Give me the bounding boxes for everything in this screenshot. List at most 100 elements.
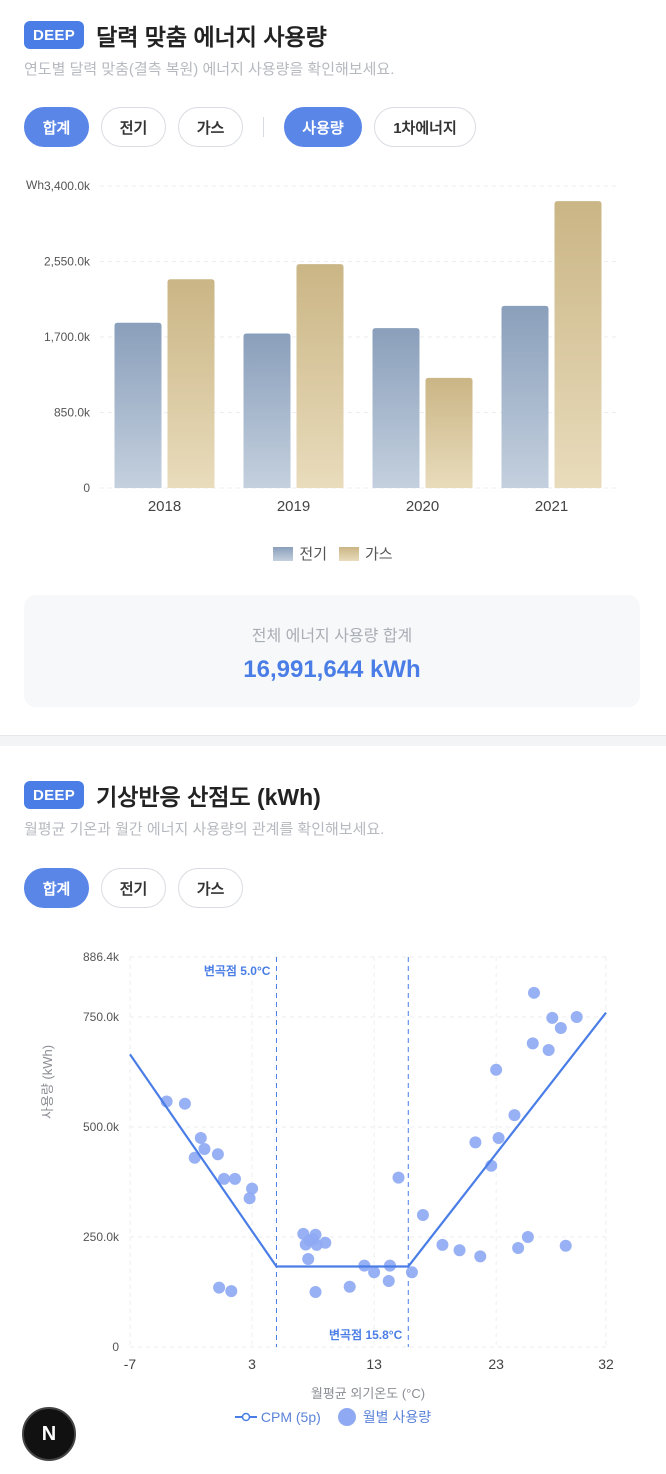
mode-usage-button[interactable]: 사용량: [284, 107, 362, 147]
breakpoint-label: 변곡점 15.8°C: [329, 1327, 403, 1342]
scatter-point[interactable]: [405, 1266, 418, 1279]
scatter-point[interactable]: [213, 1281, 226, 1294]
scatter-point[interactable]: [508, 1109, 521, 1122]
scatter-point[interactable]: [309, 1286, 322, 1299]
scatter-point[interactable]: [474, 1250, 487, 1263]
legend-electric-label: 전기: [299, 546, 327, 563]
scatter-y-tick-label: 500.0k: [83, 1120, 120, 1134]
scatter-point[interactable]: [198, 1143, 211, 1156]
gas-bar[interactable]: [554, 201, 602, 488]
monthly-dot-icon: [337, 1408, 356, 1426]
scatter-point[interactable]: [490, 1063, 503, 1076]
cpm-fit-line[interactable]: [129, 1011, 607, 1268]
electric-bar[interactable]: [501, 305, 549, 488]
scatter-point[interactable]: [392, 1171, 405, 1184]
bar-x-tick-label: 2018: [148, 498, 181, 515]
filter-electric-button[interactable]: 전기: [101, 107, 166, 147]
scatter-point[interactable]: [559, 1239, 572, 1252]
scatter-point[interactable]: [243, 1192, 256, 1205]
scatter-y-tick-label: 250.0k: [83, 1230, 120, 1244]
scatter-x-axis-label: 월평균 외기온도 (°C): [311, 1386, 425, 1401]
scatter-point[interactable]: [492, 1132, 505, 1145]
filter-gas-button[interactable]: 가스: [178, 107, 243, 147]
scatter-legend: CPM (5p) 월별 사용량: [0, 1407, 666, 1427]
legend-electric[interactable]: 전기: [273, 543, 327, 564]
scatter-point[interactable]: [512, 1242, 525, 1255]
filter-row: 합계 전기 가스: [24, 868, 255, 908]
total-label: 전체 에너지 사용량 합계: [251, 628, 413, 645]
scatter-point[interactable]: [302, 1253, 315, 1266]
mode-primary-energy-button[interactable]: 1차에너지: [374, 107, 476, 147]
filter-gas-button[interactable]: 가스: [178, 868, 243, 908]
section-header: DEEP 기상반응 산점도 (kWh): [24, 778, 321, 812]
filter-separator: [263, 117, 264, 137]
section-divider: [0, 735, 666, 736]
scatter-y-axis-label: 사용량 (kWh): [40, 1045, 55, 1119]
gas-bar[interactable]: [167, 279, 215, 488]
electric-swatch: [273, 546, 294, 561]
bar-y-axis-label: Wh: [26, 178, 44, 192]
bar-y-tick-label: 2,550.0k: [44, 255, 91, 269]
scatter-y-tick-label: 750.0k: [83, 1010, 120, 1024]
scatter-point[interactable]: [554, 1022, 567, 1035]
scatter-point[interactable]: [469, 1136, 482, 1149]
legend-gas[interactable]: 가스: [339, 543, 393, 564]
filter-electric-button[interactable]: 전기: [101, 868, 166, 908]
scatter-point[interactable]: [319, 1236, 332, 1249]
scatter-point[interactable]: [194, 1132, 207, 1145]
bar-y-tick-label: 850.0k: [54, 406, 91, 420]
scatter-point[interactable]: [368, 1266, 381, 1279]
scatter-point[interactable]: [225, 1285, 238, 1298]
scatter-point[interactable]: [217, 1172, 230, 1185]
legend-cpm[interactable]: CPM (5p): [234, 1407, 321, 1427]
scatter-point[interactable]: [228, 1172, 241, 1185]
section-gap: [0, 736, 666, 746]
section-subtitle: 연도별 달력 맞춤(결측 복원) 에너지 사용량을 확인해보세요.: [24, 61, 395, 78]
scatter-point[interactable]: [526, 1037, 539, 1050]
filter-total-button[interactable]: 합계: [24, 868, 89, 908]
gas-bar[interactable]: [425, 377, 473, 488]
scatter-x-tick-label: 3: [248, 1356, 256, 1372]
nav-logo-button[interactable]: N: [22, 1407, 76, 1461]
electric-bar[interactable]: [243, 333, 291, 488]
scatter-point[interactable]: [246, 1182, 259, 1195]
scatter-x-tick-label: 13: [366, 1356, 382, 1372]
bar-x-tick-label: 2021: [535, 498, 568, 515]
bar-y-tick-label: 1,700.0k: [44, 330, 91, 344]
scatter-x-tick-label: 23: [488, 1356, 504, 1372]
gas-swatch: [339, 546, 359, 561]
scatter-point[interactable]: [436, 1238, 449, 1251]
scatter-point[interactable]: [188, 1151, 201, 1164]
legend-monthly[interactable]: 월별 사용량: [337, 1407, 431, 1427]
section-title: 기상반응 산점도 (kWh): [96, 784, 321, 810]
scatter-point[interactable]: [416, 1209, 429, 1222]
electric-bar[interactable]: [372, 328, 420, 488]
filter-total-button[interactable]: 합계: [24, 107, 89, 147]
bar-y-tick-label: 3,400.0k: [44, 179, 91, 193]
legend-cpm-label: CPM (5p): [260, 1409, 321, 1425]
weather-scatter-card: DEEP 기상반응 산점도 (kWh) 월평균 기온과 월간 에너지 사용량의 …: [0, 746, 666, 1474]
scatter-point[interactable]: [309, 1228, 322, 1241]
bar-x-tick-label: 2019: [277, 498, 310, 515]
gas-bar[interactable]: [296, 264, 344, 488]
scatter-point[interactable]: [542, 1044, 555, 1057]
scatter-point[interactable]: [343, 1280, 356, 1293]
section-title: 달력 맞춤 에너지 사용량: [96, 24, 327, 50]
scatter-point[interactable]: [570, 1011, 583, 1024]
scatter-point[interactable]: [546, 1011, 559, 1024]
total-value: 16,991,644 kWh: [243, 656, 421, 683]
bar-chart-legend: 전기 가스: [0, 543, 666, 564]
scatter-point[interactable]: [211, 1148, 224, 1161]
deep-badge: DEEP: [24, 781, 85, 809]
scatter-point[interactable]: [382, 1275, 395, 1288]
scatter-point[interactable]: [178, 1097, 191, 1110]
deep-badge: DEEP: [24, 21, 85, 49]
electric-bar[interactable]: [114, 322, 162, 488]
bar-y-tick-label: 0: [83, 481, 90, 495]
scatter-point[interactable]: [527, 986, 540, 999]
section-header: DEEP 달력 맞춤 에너지 사용량: [24, 18, 327, 52]
scatter-point[interactable]: [453, 1244, 466, 1257]
cpm-line-icon: [234, 1412, 257, 1422]
scatter-point[interactable]: [521, 1231, 534, 1244]
